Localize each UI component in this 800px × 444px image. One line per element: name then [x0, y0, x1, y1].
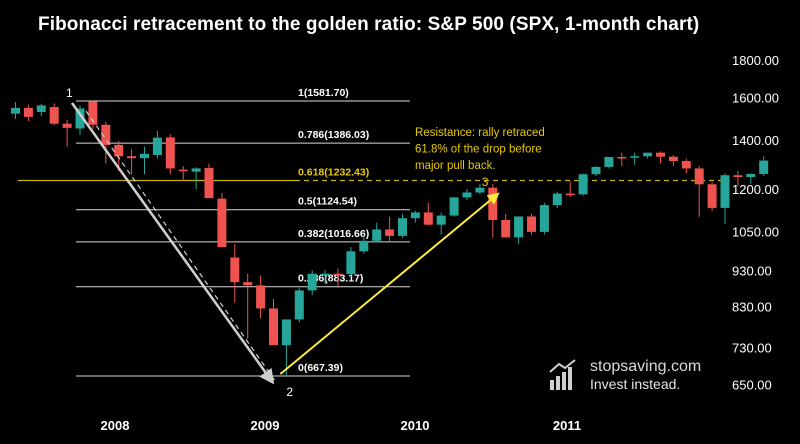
x-tick-label: 2008 [101, 418, 130, 433]
candle-up [152, 137, 162, 156]
brand-logo: stopsaving.com Invest instead. [548, 356, 728, 396]
arrows: 1 2 3 [66, 86, 500, 399]
candles [11, 100, 769, 377]
annotation: Resistance: rally retraced 61.8% of the d… [415, 127, 545, 172]
y-tick-label: 1400.00 [732, 133, 779, 148]
candle-down [501, 219, 511, 238]
candle-down [165, 137, 175, 169]
fib-level-label: 0(667.39) [298, 362, 343, 374]
candle-up [307, 273, 317, 291]
fib-level-label: 0.382(1016.66) [298, 228, 369, 240]
candle-down [617, 156, 627, 159]
fib-level-label: 0.786(1386.03) [298, 129, 369, 141]
candle-up [410, 212, 420, 219]
drop-arrow [70, 102, 275, 385]
candle-down [694, 168, 704, 185]
candle-up [11, 107, 20, 114]
candle-down [681, 161, 691, 169]
y-tick-label: 650.00 [732, 377, 772, 392]
candle-down [488, 187, 498, 220]
candle-down [269, 308, 278, 346]
candle-up [436, 215, 446, 225]
rally-arrow [279, 192, 500, 375]
x-tick-label: 2010 [401, 418, 430, 433]
fib-level-label: 0.618(1232.43) [298, 167, 369, 179]
candle-up [462, 192, 472, 198]
candle-up [346, 251, 356, 275]
candle-down [101, 124, 111, 145]
candle-up [630, 156, 640, 158]
bar-chart-icon [549, 359, 576, 390]
annotation-line: 61.8% of the drop before [415, 144, 542, 156]
candle-down [114, 144, 124, 157]
candle-up [294, 290, 304, 320]
y-tick-label: 1050.00 [732, 225, 779, 240]
candle-down [88, 101, 98, 125]
candle-up [514, 216, 524, 238]
candle-up [720, 175, 730, 208]
candle-down [127, 156, 137, 159]
candle-up [140, 153, 149, 159]
x-tick-label: 2009 [251, 418, 280, 433]
candle-up [281, 319, 291, 346]
point-label-3: 3 [482, 175, 489, 189]
point-label-1: 1 [66, 86, 73, 100]
candle-down [178, 169, 188, 172]
chart-title: Fibonacci retracement to the golden rati… [38, 14, 700, 35]
candle-down [385, 229, 395, 236]
candle-up [759, 160, 769, 174]
candle-down [423, 212, 433, 225]
brand-tagline: Invest instead. [590, 376, 681, 392]
candle-up [552, 193, 562, 206]
candle-up [398, 218, 407, 236]
candle-down [23, 107, 33, 117]
candle-down [243, 282, 253, 286]
candle-down [217, 198, 227, 248]
candle-down [733, 175, 743, 178]
candle-down [49, 107, 59, 124]
y-tick-label: 930.00 [732, 263, 772, 278]
candle-down [333, 273, 343, 276]
candle-up [320, 273, 330, 276]
y-axis: 1800.00 1600.00 1400.00 1200.00 1050.00 930.0… [732, 53, 779, 393]
candle-up [591, 166, 601, 175]
y-tick-label: 830.00 [732, 300, 772, 315]
candle-up [643, 152, 653, 157]
y-tick-label: 1600.00 [732, 90, 779, 105]
candle-down [527, 216, 536, 232]
candle-up [359, 240, 369, 252]
candle-up [578, 174, 588, 195]
candle-down [204, 167, 214, 199]
candle-up [372, 229, 382, 241]
point-label-2: 2 [286, 385, 293, 399]
fib-levels: 1(1581.70) 0.786(1386.03) 0.618(1232.43) 0.… [18, 87, 722, 377]
candle-down [256, 285, 266, 309]
y-tick-label: 1200.00 [732, 182, 779, 197]
annotation-line: major pull back. [415, 160, 496, 172]
candle-up [475, 187, 485, 193]
brand-name: stopsaving.com [590, 358, 702, 375]
candle-up [746, 173, 756, 178]
drop-arrow-dashed [85, 110, 275, 381]
fib-level-label: 0.5(1124.54) [298, 196, 357, 208]
candle-up [604, 156, 614, 167]
candle-down [230, 257, 240, 283]
y-tick-label: 1800.00 [732, 53, 779, 68]
candle-up [449, 197, 459, 216]
x-tick-label: 2011 [553, 418, 581, 433]
fib-level-label: 1(1581.70) [298, 87, 349, 99]
candle-down [707, 184, 717, 208]
candle-down [656, 152, 665, 157]
candle-up [75, 108, 85, 129]
y-tick-label: 730.00 [732, 340, 772, 355]
candle-up [36, 105, 46, 113]
candle-up [539, 205, 549, 232]
candle-down [62, 123, 72, 128]
candle-up [191, 168, 201, 172]
candle-down [565, 193, 575, 196]
candle-down [668, 156, 678, 162]
x-axis: 2008 2009 2010 2011 [101, 418, 582, 433]
annotation-line: Resistance: rally retraced [415, 127, 545, 139]
